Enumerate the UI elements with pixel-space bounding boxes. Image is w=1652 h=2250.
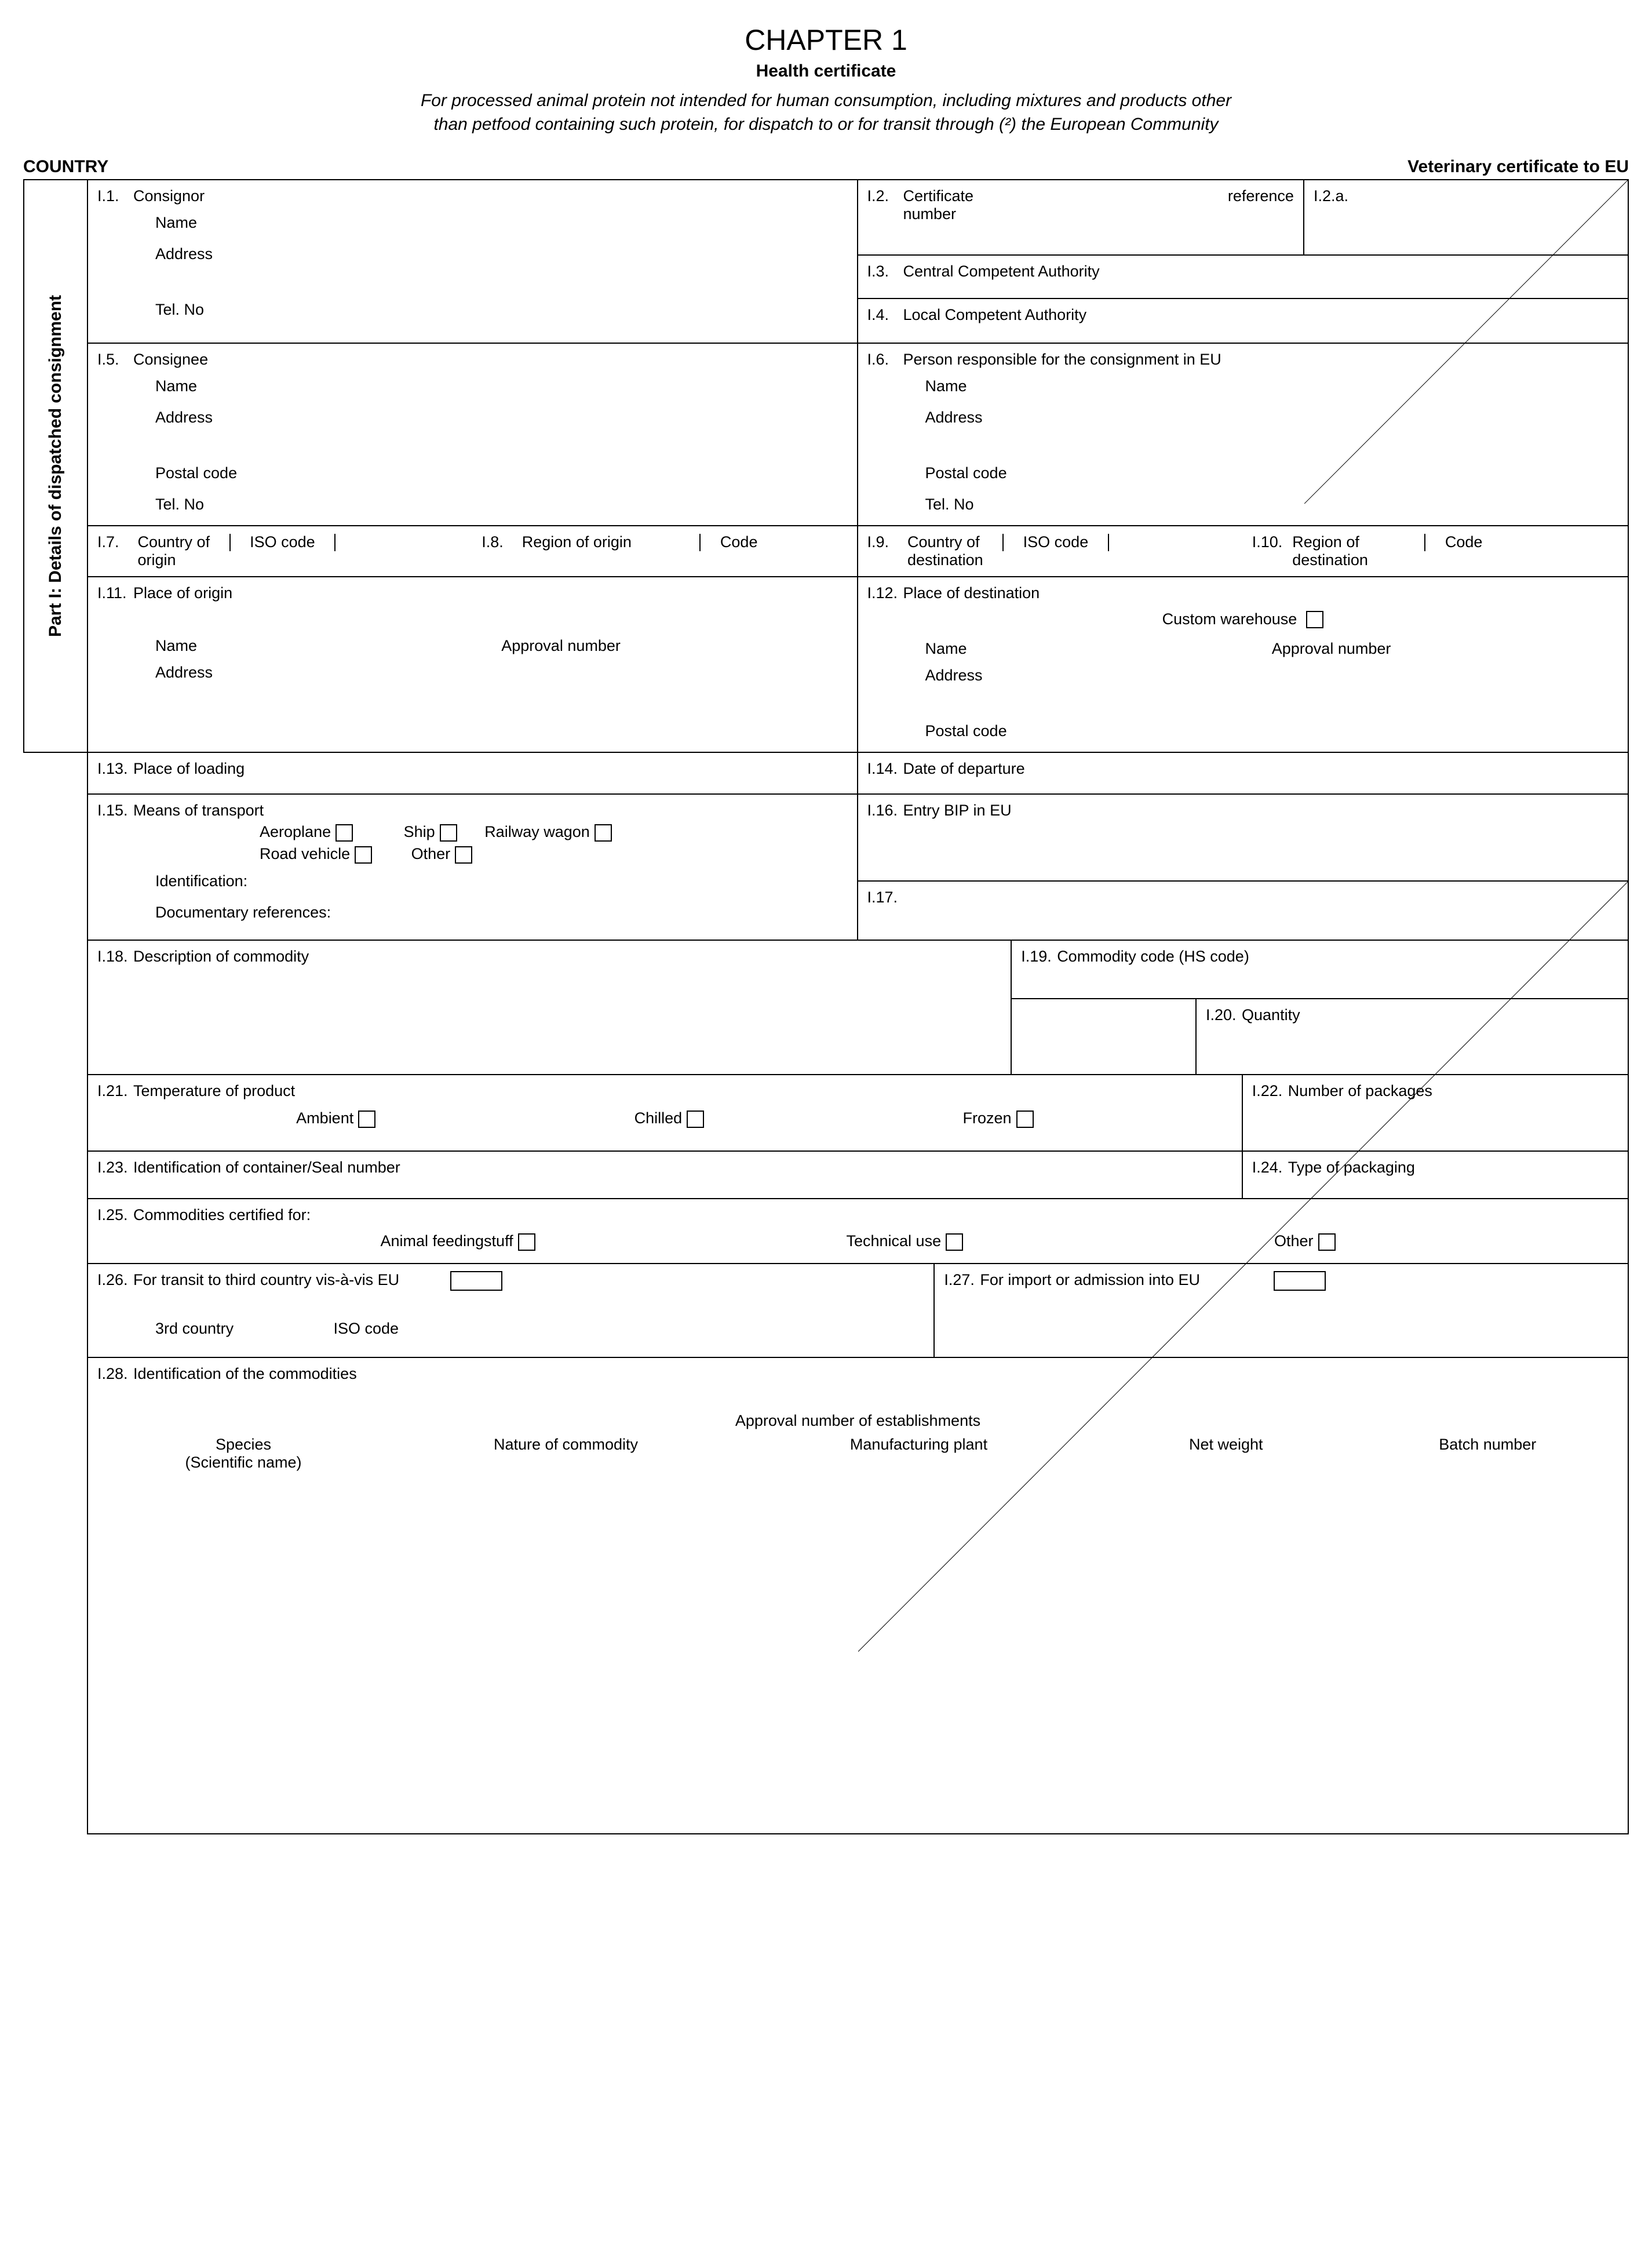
chapter-heading: CHAPTER 1 bbox=[23, 23, 1629, 57]
box-i19: I.19.Commodity code (HS code) bbox=[1012, 941, 1628, 999]
box-i14: I.14.Date of departure bbox=[858, 753, 1628, 793]
consignee-tel[interactable]: Tel. No bbox=[155, 491, 848, 518]
box-i9-i10: I.9. Country ofdestination ISO code I.10… bbox=[858, 526, 1628, 576]
feedingstuff-checkbox[interactable] bbox=[518, 1233, 535, 1251]
box-i27: I.27.For import or admission into EU bbox=[935, 1264, 1628, 1357]
lower-grid: I.13.Place of loading I.14.Date of depar… bbox=[87, 753, 1629, 1834]
origin-approval[interactable]: Approval number bbox=[501, 637, 847, 655]
box-i2a: I.2.a. bbox=[1304, 180, 1628, 254]
box-i13: I.13.Place of loading bbox=[88, 753, 858, 793]
part-i-side-label: Part I: Details of dispatched consignmen… bbox=[23, 179, 87, 753]
box-i5: I.5.Consignee Name Address Postal code T… bbox=[88, 344, 858, 525]
other-transport-checkbox[interactable] bbox=[455, 846, 472, 864]
box-i22: I.22.Number of packages bbox=[1243, 1075, 1628, 1151]
box-i21: I.21.Temperature of product Ambient Chil… bbox=[88, 1075, 1243, 1151]
box-i18: I.18.Description of commodity bbox=[88, 941, 1012, 1074]
aeroplane-checkbox[interactable] bbox=[335, 824, 353, 842]
box-i28: I.28.Identification of the commodities A… bbox=[88, 1358, 1628, 1833]
cert-other-checkbox[interactable] bbox=[1318, 1233, 1336, 1251]
consignee-address[interactable]: Address bbox=[155, 405, 848, 431]
frozen-checkbox[interactable] bbox=[1016, 1111, 1034, 1128]
technical-use-checkbox[interactable] bbox=[946, 1233, 963, 1251]
dest-name[interactable]: Name bbox=[925, 640, 1272, 658]
top-bar: COUNTRY Veterinary certificate to EU bbox=[23, 157, 1629, 177]
transport-docs[interactable]: Documentary references: bbox=[155, 900, 848, 926]
responsible-name[interactable]: Name bbox=[925, 373, 1619, 400]
import-checkbox[interactable] bbox=[1274, 1271, 1326, 1291]
box-i15: I.15.Means of transport Aeroplane Ship R… bbox=[88, 795, 858, 940]
box-i19-i20: I.19.Commodity code (HS code) I.20.Quant… bbox=[1012, 941, 1628, 1074]
transit-checkbox[interactable] bbox=[450, 1271, 502, 1291]
transport-identification[interactable]: Identification: bbox=[155, 868, 848, 895]
road-checkbox[interactable] bbox=[355, 846, 372, 864]
box-i2-group: I.2.Certificatereference number I.2.a. I… bbox=[858, 180, 1628, 343]
box-i25: I.25.Commodities certified for: Animal f… bbox=[88, 1199, 1628, 1263]
third-country-iso[interactable]: ISO code bbox=[334, 1320, 399, 1337]
responsible-tel[interactable]: Tel. No bbox=[925, 491, 1619, 518]
origin-name[interactable]: Name bbox=[155, 637, 501, 655]
form-description: For processed animal protein not intende… bbox=[23, 89, 1629, 136]
dest-approval[interactable]: Approval number bbox=[1272, 640, 1618, 658]
consignor-address[interactable]: Address bbox=[155, 241, 848, 268]
health-certificate-form: CHAPTER 1 Health certificate For process… bbox=[23, 23, 1629, 1834]
commodity-columns: Species (Scientific name) Nature of comm… bbox=[97, 1436, 1618, 1472]
responsible-address[interactable]: Address bbox=[925, 405, 1619, 431]
dest-postal[interactable]: Postal code bbox=[925, 718, 1619, 745]
box-i6: I.6.Person responsible for the consignme… bbox=[858, 344, 1628, 525]
ambient-checkbox[interactable] bbox=[358, 1111, 375, 1128]
box-i26: I.26.For transit to third country vis-à-… bbox=[88, 1264, 935, 1357]
responsible-postal[interactable]: Postal code bbox=[925, 460, 1619, 487]
consignor-tel[interactable]: Tel. No bbox=[155, 297, 848, 323]
consignor-name[interactable]: Name bbox=[155, 210, 848, 236]
box-i11: I.11.Place of origin Name Approval numbe… bbox=[88, 577, 858, 752]
origin-address[interactable]: Address bbox=[155, 660, 848, 686]
form-title: Health certificate bbox=[23, 61, 1629, 81]
box-i7-i8: I.7. Country oforigin ISO code I.8. Regi… bbox=[88, 526, 858, 576]
vet-cert-label: Veterinary certificate to EU bbox=[1407, 157, 1629, 177]
box-i16-i17: I.16.Entry BIP in EU I.17. bbox=[858, 795, 1628, 940]
box-i1: I.1.Consignor Name Address Tel. No bbox=[88, 180, 858, 343]
form-grid: I.1.Consignor Name Address Tel. No I.2.C… bbox=[87, 179, 1629, 753]
dest-address[interactable]: Address bbox=[925, 662, 1619, 689]
ship-checkbox[interactable] bbox=[440, 824, 457, 842]
consignee-name[interactable]: Name bbox=[155, 373, 848, 400]
box-i23: I.23.Identification of container/Seal nu… bbox=[88, 1152, 1243, 1198]
box-i24: I.24.Type of packaging bbox=[1243, 1152, 1628, 1198]
third-country[interactable]: 3rd country bbox=[155, 1320, 329, 1338]
box-i2: I.2.Certificatereference number bbox=[858, 180, 1304, 254]
country-label: COUNTRY bbox=[23, 157, 108, 177]
part-i-container: Part I: Details of dispatched consignmen… bbox=[23, 179, 1629, 753]
box-i12: I.12.Place of destination Custom warehou… bbox=[858, 577, 1628, 752]
railway-checkbox[interactable] bbox=[595, 824, 612, 842]
lower-grid-wrapper: I.13.Place of loading I.14.Date of depar… bbox=[23, 753, 1629, 1834]
box-i20: I.20.Quantity bbox=[1197, 999, 1628, 1074]
box-i16: I.16.Entry BIP in EU bbox=[858, 795, 1628, 882]
box-i17: I.17. bbox=[858, 882, 1628, 940]
custom-warehouse-checkbox[interactable] bbox=[1306, 611, 1323, 628]
consignee-postal[interactable]: Postal code bbox=[155, 460, 848, 487]
chilled-checkbox[interactable] bbox=[687, 1111, 704, 1128]
